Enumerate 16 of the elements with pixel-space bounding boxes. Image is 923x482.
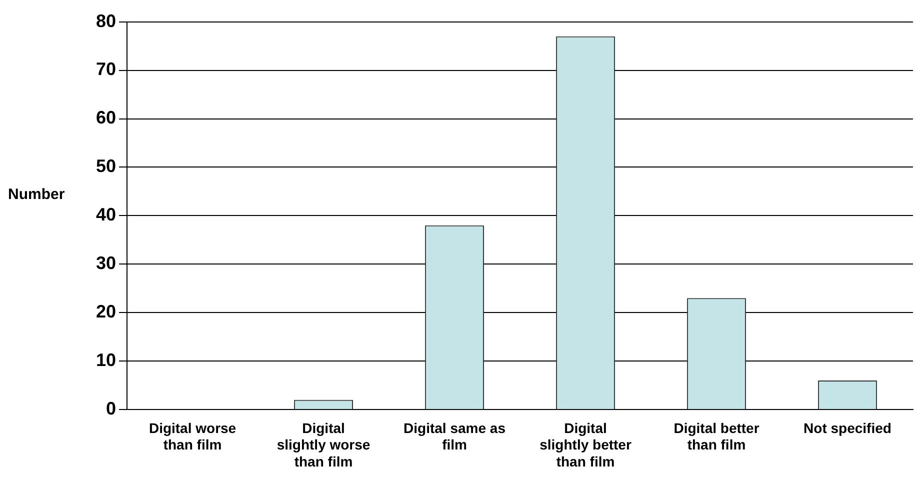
y-tick-label: 50 (96, 156, 116, 176)
x-tick-label: Digital better than film (674, 420, 760, 453)
x-tick-label: Digital slightly better than film (540, 420, 632, 470)
x-tick-label: Digital worse than film (148, 420, 236, 453)
y-tick-label: 70 (96, 59, 116, 80)
y-tick-label: 10 (96, 350, 116, 370)
x-tick-label: Not specified (804, 420, 892, 436)
y-tick-label: 0 (106, 398, 116, 419)
x-tick-label: Digital same as film (404, 420, 506, 453)
y-tick-label: 40 (96, 204, 116, 225)
y-tick-label: 20 (96, 302, 116, 322)
y-tick-label: 30 (96, 253, 116, 274)
y-tick-label: 80 (96, 10, 116, 31)
y-axis-title: Number (8, 186, 65, 203)
y-tick-label: 60 (96, 108, 116, 128)
x-tick-label: Digital slightly worse than film (276, 420, 370, 470)
